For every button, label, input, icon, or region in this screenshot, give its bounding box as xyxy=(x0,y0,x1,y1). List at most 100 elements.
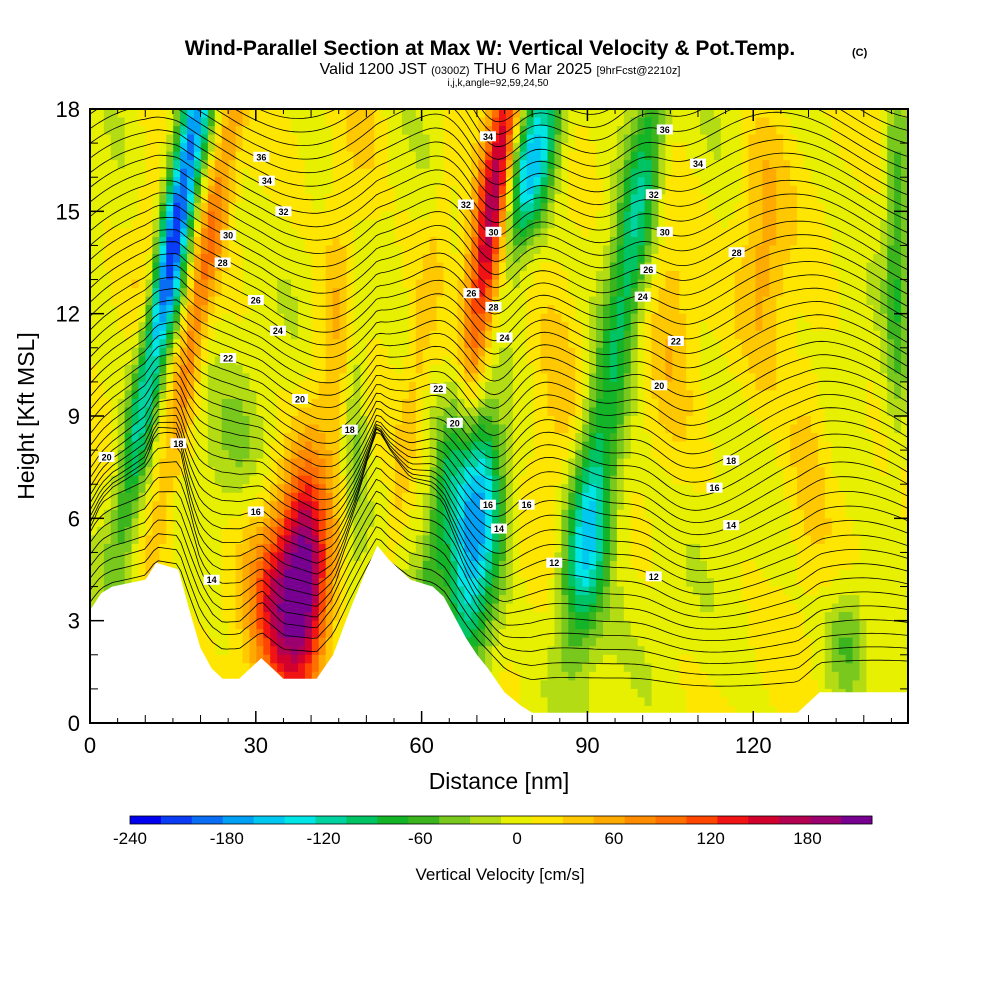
velocity-cell xyxy=(824,143,833,153)
velocity-cell xyxy=(291,228,299,238)
velocity-cell xyxy=(810,126,819,136)
velocity-cell xyxy=(616,185,625,195)
velocity-cell xyxy=(110,398,119,409)
velocity-cell xyxy=(464,424,472,434)
velocity-cell xyxy=(284,441,292,451)
velocity-cell xyxy=(644,433,653,443)
velocity-cell xyxy=(256,134,264,144)
velocity-cell xyxy=(429,245,438,255)
velocity-cell xyxy=(228,330,237,340)
velocity-cell xyxy=(602,228,611,238)
velocity-cell xyxy=(478,219,486,229)
velocity-cell xyxy=(602,245,611,255)
velocity-cell xyxy=(602,305,611,315)
velocity-cell xyxy=(388,450,396,460)
velocity-cell xyxy=(616,424,625,434)
velocity-cell xyxy=(637,143,646,153)
velocity-cell xyxy=(180,194,188,204)
velocity-cell xyxy=(679,288,687,298)
velocity-cell xyxy=(180,296,188,306)
velocity-cell xyxy=(505,134,514,144)
velocity-cell xyxy=(679,313,687,323)
velocity-cell xyxy=(776,339,784,349)
velocity-cell xyxy=(332,322,341,332)
velocity-cell xyxy=(256,322,264,332)
velocity-cell xyxy=(901,160,908,170)
velocity-cell xyxy=(90,356,98,366)
velocity-cell xyxy=(693,126,701,136)
velocity-cell xyxy=(512,143,521,153)
velocity-cell xyxy=(637,185,646,195)
velocity-cell xyxy=(700,407,708,417)
velocity-cell xyxy=(166,458,174,468)
velocity-cell xyxy=(727,322,736,332)
velocity-cell xyxy=(866,160,874,170)
velocity-cell xyxy=(471,228,479,238)
velocity-cell xyxy=(214,185,223,195)
velocity-cell xyxy=(381,398,389,409)
velocity-cell xyxy=(353,262,361,272)
velocity-cell xyxy=(117,313,126,323)
velocity-cell xyxy=(145,288,153,298)
velocity-cell xyxy=(478,339,486,349)
velocity-cell xyxy=(436,236,445,247)
velocity-cell xyxy=(741,262,750,272)
velocity-cell xyxy=(762,450,770,460)
velocity-cell xyxy=(499,219,507,229)
velocity-cell xyxy=(242,236,251,247)
velocity-cell xyxy=(103,347,112,357)
velocity-cell xyxy=(783,450,791,460)
velocity-cell xyxy=(651,245,660,255)
velocity-cell xyxy=(492,416,500,426)
velocity-cell xyxy=(408,416,417,426)
velocity-cell xyxy=(783,177,791,187)
velocity-cell xyxy=(755,407,764,417)
velocity-cell xyxy=(166,160,174,170)
velocity-cell xyxy=(589,339,597,349)
velocity-cell xyxy=(838,228,847,238)
velocity-cell xyxy=(741,339,750,349)
velocity-cell xyxy=(651,339,660,349)
velocity-cell xyxy=(755,236,764,247)
velocity-cell xyxy=(499,347,507,357)
velocity-cell xyxy=(700,271,708,281)
velocity-cell xyxy=(499,228,507,238)
velocity-cell xyxy=(180,185,188,195)
velocity-cell xyxy=(880,134,888,144)
velocity-cell xyxy=(582,236,590,247)
velocity-cell xyxy=(554,228,562,238)
velocity-cell xyxy=(422,134,431,144)
velocity-cell xyxy=(887,424,895,434)
velocity-cell xyxy=(124,416,133,426)
velocity-cell xyxy=(388,458,396,468)
velocity-cell xyxy=(831,433,840,443)
velocity-cell xyxy=(672,126,680,136)
velocity-cell xyxy=(367,202,375,212)
velocity-cell xyxy=(131,424,140,434)
velocity-cell xyxy=(637,168,646,178)
velocity-cell xyxy=(346,347,355,357)
velocity-cell xyxy=(388,279,396,289)
velocity-cell xyxy=(214,416,223,426)
velocity-cell xyxy=(512,185,521,195)
velocity-cell xyxy=(221,296,230,306)
velocity-cell xyxy=(762,253,770,264)
velocity-cell xyxy=(602,143,611,153)
velocity-cell xyxy=(173,347,181,357)
velocity-cell xyxy=(568,211,576,221)
velocity-cell xyxy=(228,288,237,298)
velocity-cell xyxy=(866,322,874,332)
velocity-cell xyxy=(894,441,902,451)
velocity-cell xyxy=(769,373,777,383)
velocity-cell xyxy=(138,364,147,374)
velocity-cell xyxy=(492,245,500,255)
velocity-cell xyxy=(332,390,341,400)
velocity-cell xyxy=(478,126,486,136)
velocity-cell xyxy=(332,134,341,144)
velocity-cell xyxy=(124,151,133,161)
velocity-cell xyxy=(797,194,805,204)
velocity-cell xyxy=(346,253,355,264)
velocity-cell xyxy=(616,109,625,119)
velocity-cell xyxy=(596,194,604,204)
velocity-cell xyxy=(367,364,375,374)
